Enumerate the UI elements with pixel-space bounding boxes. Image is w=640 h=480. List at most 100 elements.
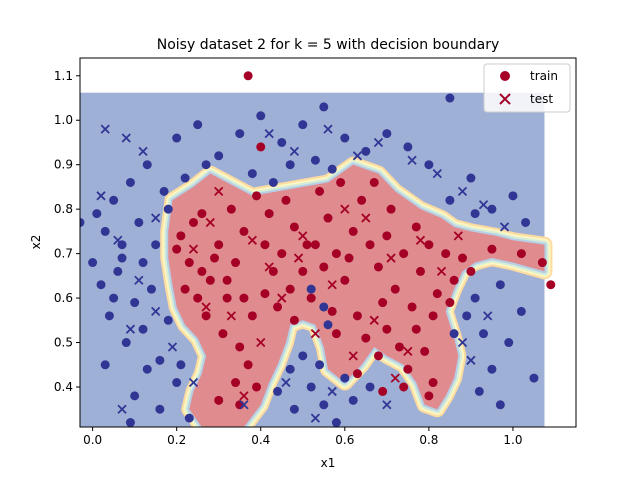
point-train-0 [243, 71, 253, 81]
legend-train-marker [500, 71, 510, 81]
point-train-44 [252, 382, 262, 392]
point-train-1 [256, 142, 266, 152]
point-train-3 [214, 240, 224, 250]
point-test-blue-10 [264, 128, 274, 139]
point-train-58 [428, 378, 438, 388]
point-train-blue-12 [113, 266, 123, 276]
point-train-blue-41 [521, 217, 531, 227]
point-train-blue-0 [80, 217, 85, 227]
point-train-blue-37 [445, 93, 455, 103]
point-train-40 [260, 289, 270, 299]
point-train-17 [357, 195, 367, 205]
point-train-70 [411, 222, 421, 232]
point-test-blue-0 [100, 124, 110, 134]
point-train-blue-71 [138, 258, 148, 268]
point-train-blue-8 [151, 240, 161, 250]
region-positive [168, 164, 545, 427]
point-train-41 [273, 302, 283, 312]
point-train-blue-51 [319, 302, 329, 312]
point-train-64 [252, 191, 262, 201]
point-test-17 [310, 329, 321, 339]
point-train-21 [390, 284, 400, 294]
point-train-49 [327, 306, 337, 316]
point-train-75 [378, 298, 388, 308]
point-train-5 [205, 275, 215, 285]
point-train-13 [323, 213, 333, 223]
point-train-66 [315, 186, 325, 196]
point-train-73 [302, 240, 312, 250]
point-train-65 [281, 195, 291, 205]
point-train-blue-63 [268, 177, 278, 187]
y-tick-label-3: 0.7 [54, 247, 73, 261]
point-train-blue-57 [289, 404, 299, 414]
plot-frame [79, 57, 577, 428]
point-test-blue-19 [499, 222, 510, 232]
point-train-53 [382, 324, 392, 334]
point-train-blue-17 [155, 355, 165, 365]
point-train-59 [424, 391, 434, 401]
x-tick-label-2: 0.4 [251, 433, 270, 447]
point-train-blue-67 [201, 160, 211, 170]
point-train-74 [344, 253, 354, 263]
y-tick-label-5: 0.9 [54, 158, 73, 172]
point-train-blue-73 [109, 293, 119, 303]
point-train-45 [214, 395, 224, 405]
y-tick-label-1: 0.5 [54, 336, 73, 350]
decision-region-layer [80, 92, 553, 427]
point-test-blue-13 [352, 151, 363, 161]
point-train-blue-49 [470, 293, 480, 303]
point-train-blue-40 [508, 191, 518, 201]
point-train-25 [424, 240, 434, 250]
point-train-18 [365, 240, 375, 250]
point-train-blue-21 [142, 364, 152, 374]
x-tick-label-1: 0.2 [167, 433, 186, 447]
point-train-blue-83 [315, 360, 325, 370]
point-train-63 [226, 204, 236, 214]
point-train-blue-10 [96, 280, 106, 290]
point-train-blue-2 [100, 226, 110, 236]
point-train-26 [432, 289, 442, 299]
point-train-blue-50 [306, 284, 316, 294]
point-train-blue-43 [516, 306, 526, 316]
point-train-blue-46 [474, 386, 484, 396]
point-train-blue-39 [487, 204, 497, 214]
point-train-43 [231, 378, 241, 388]
point-test-blue-15 [407, 155, 417, 165]
y-tick-label-7: 1.1 [54, 69, 73, 83]
point-train-61 [176, 231, 186, 241]
point-train-84 [172, 244, 182, 254]
point-train-22 [399, 249, 409, 259]
point-train-blue-3 [109, 195, 119, 205]
point-train-81 [466, 266, 476, 276]
point-train-27 [441, 249, 451, 259]
point-train-32 [537, 258, 547, 268]
point-test-blue-27 [188, 377, 199, 388]
point-train-16 [348, 226, 358, 236]
x-axis-label: x1 [321, 456, 336, 470]
point-test-23 [293, 253, 304, 263]
point-train-blue-4 [117, 253, 127, 263]
point-train-50 [352, 311, 362, 321]
point-test-9 [403, 346, 413, 357]
point-train-88 [260, 240, 270, 250]
point-train-69 [386, 204, 396, 214]
point-train-blue-72 [88, 258, 98, 268]
point-test-blue-14 [373, 137, 384, 148]
x-tick-label-4: 0.8 [419, 433, 438, 447]
point-train-14 [331, 249, 341, 259]
point-test-20 [239, 391, 249, 401]
point-train-blue-6 [134, 217, 144, 227]
point-train-blue-58 [273, 386, 283, 396]
point-train-blue-29 [277, 137, 287, 147]
point-train-blue-60 [172, 378, 182, 388]
point-test-3 [340, 204, 350, 214]
point-train-blue-77 [445, 195, 455, 205]
x-tick-label-5: 1.0 [503, 433, 522, 447]
point-train-blue-56 [331, 418, 341, 427]
point-train-blue-69 [163, 204, 173, 214]
point-train-blue-5 [125, 177, 135, 187]
point-test-blue-28 [382, 400, 392, 410]
y-tick-label-4: 0.8 [54, 202, 73, 216]
point-train-blue-7 [142, 160, 152, 170]
